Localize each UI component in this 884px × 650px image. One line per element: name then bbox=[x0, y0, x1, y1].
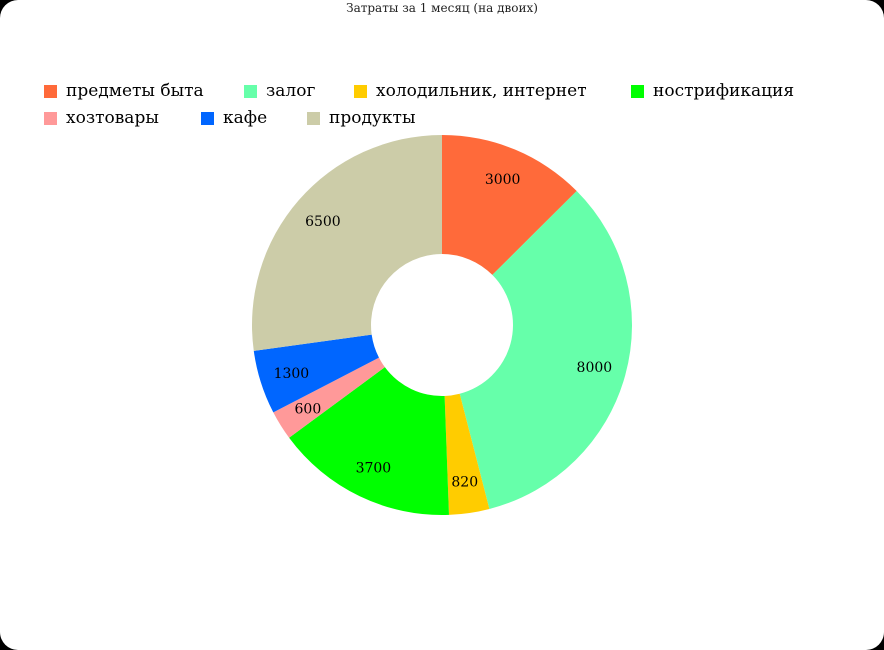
slice-value-label: 1300 bbox=[274, 366, 310, 382]
legend-swatch bbox=[307, 111, 320, 125]
legend-swatch bbox=[354, 84, 367, 98]
legend-item: предметы быта bbox=[44, 80, 204, 102]
legend-label: продукты bbox=[329, 108, 416, 128]
donut-slice bbox=[444, 393, 490, 515]
donut-slice bbox=[442, 135, 577, 275]
legend-item: продукты bbox=[307, 107, 415, 129]
legend-item: холодильник, интернет bbox=[354, 80, 587, 102]
slice-value-label: 8000 bbox=[577, 360, 613, 376]
donut-labels: 3000 8000 820 3700 600 1300 6500 bbox=[274, 172, 613, 490]
legend-swatch bbox=[201, 111, 214, 125]
donut-slice bbox=[253, 334, 379, 413]
legend-item: кафе bbox=[201, 107, 267, 129]
slice-value-label: 820 bbox=[451, 474, 478, 490]
legend-label: предметы быта bbox=[66, 81, 204, 101]
legend-swatch bbox=[631, 84, 644, 98]
chart-title: Затраты за 1 месяц (на двоих) bbox=[346, 1, 538, 15]
legend-label: хозтовары bbox=[66, 108, 159, 128]
slice-value-label: 3700 bbox=[356, 460, 392, 476]
legend-item: хозтовары bbox=[44, 107, 159, 129]
legend-label: кафе bbox=[223, 108, 268, 128]
donut-slices bbox=[252, 135, 633, 515]
legend-label: холодильник, интернет bbox=[376, 81, 587, 101]
legend-item: нострификация bbox=[631, 80, 794, 102]
slice-value-label: 3000 bbox=[485, 172, 521, 188]
legend-swatch bbox=[44, 111, 57, 125]
legend-label: залог bbox=[266, 81, 316, 101]
chart-legend: предметы быта залог холодильник, интерне… bbox=[0, 0, 884, 140]
legend-item: залог bbox=[244, 80, 315, 102]
donut-slice bbox=[273, 357, 385, 438]
slice-value-label: 600 bbox=[295, 402, 322, 418]
slice-value-label: 6500 bbox=[305, 214, 341, 230]
donut-slice bbox=[252, 135, 442, 351]
legend-label: нострификация bbox=[653, 81, 795, 101]
donut-slice bbox=[289, 367, 449, 515]
legend-swatch bbox=[244, 84, 257, 98]
donut-slice bbox=[459, 191, 633, 509]
legend-swatch bbox=[44, 84, 57, 98]
